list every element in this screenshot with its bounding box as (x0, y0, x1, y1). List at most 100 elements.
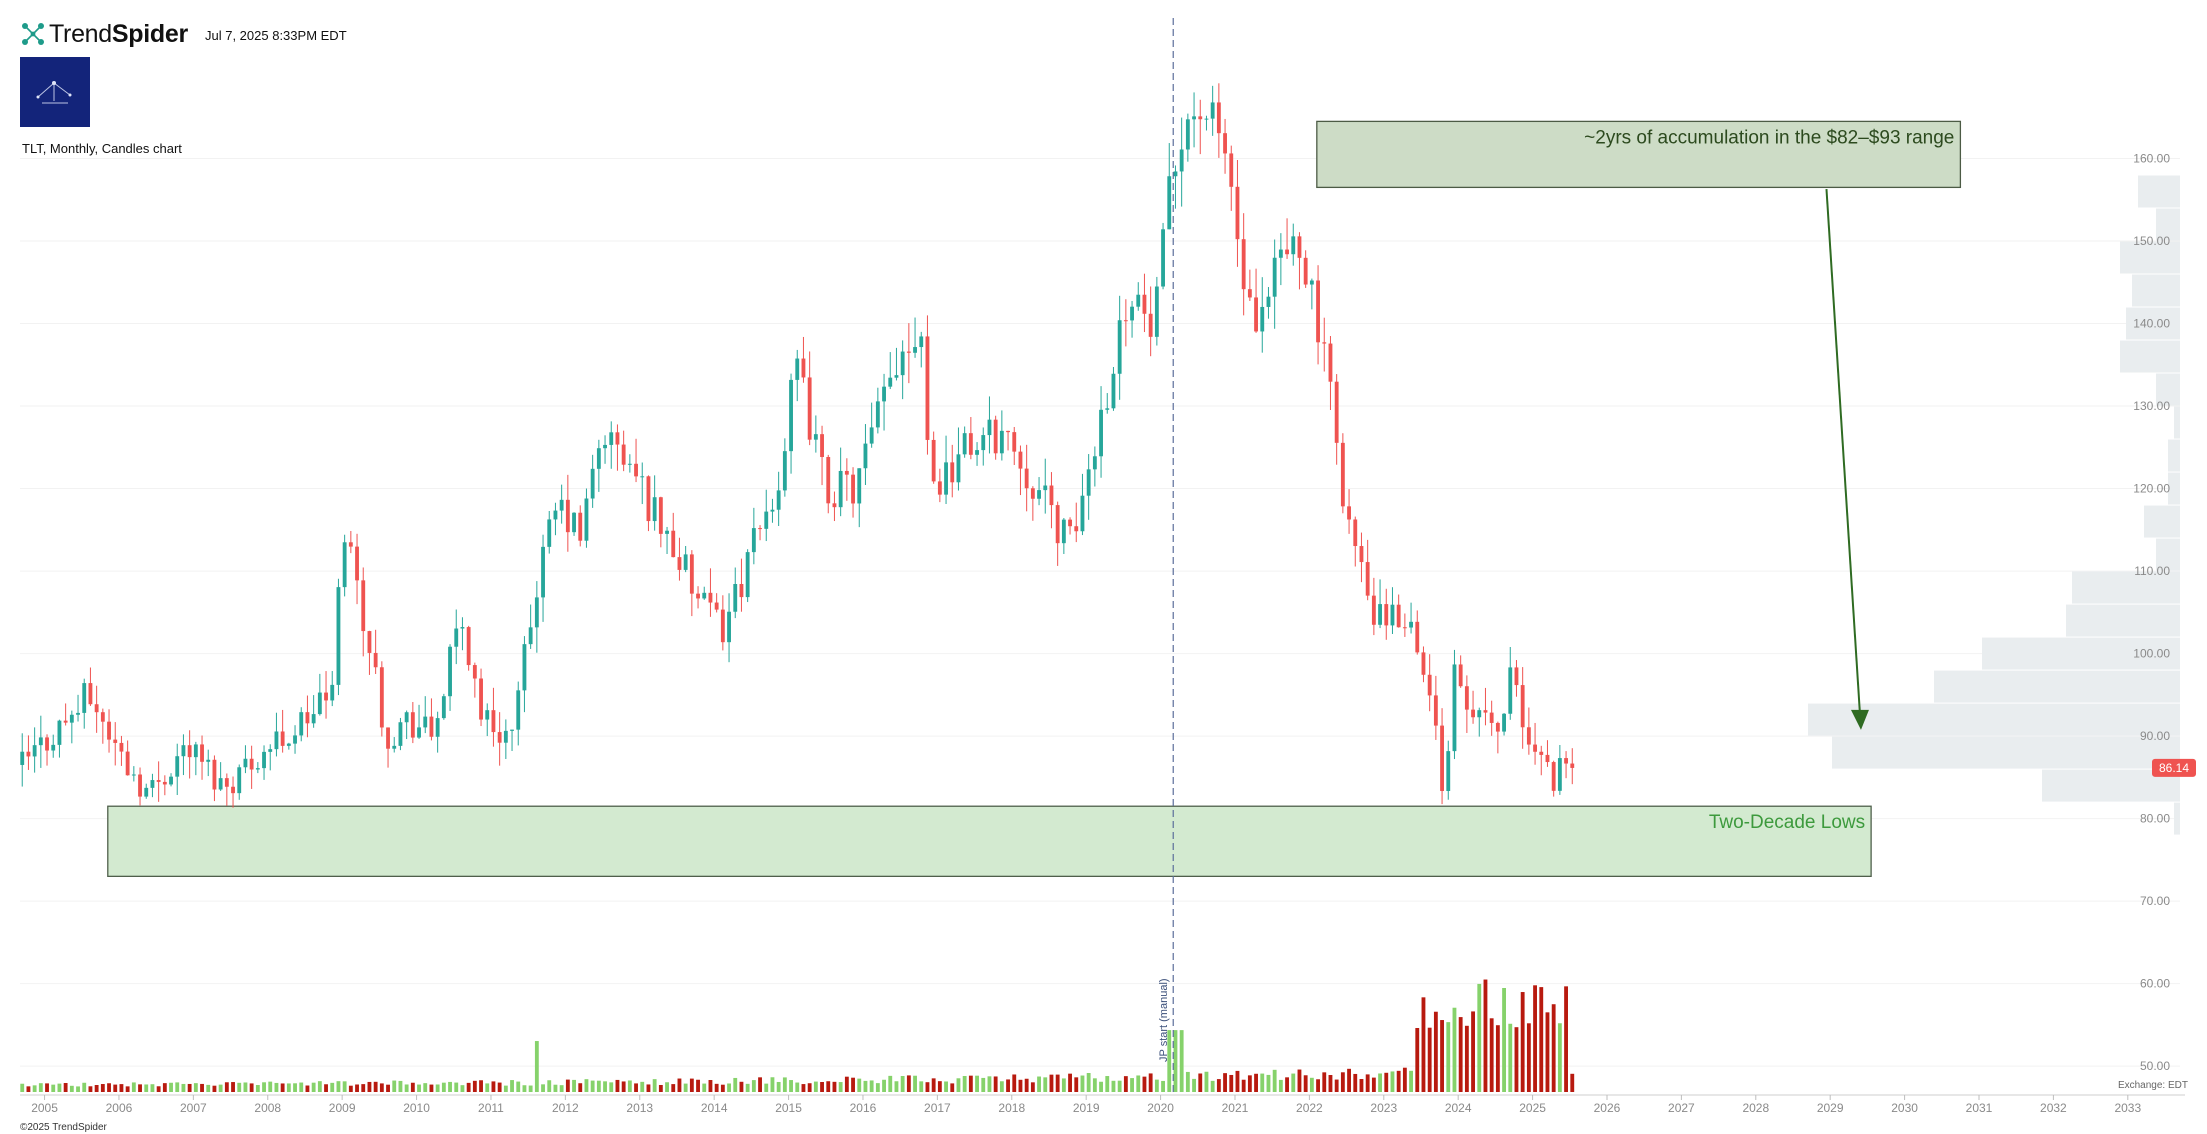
two-decade-lows-box[interactable] (107, 805, 1872, 877)
volume-bar (999, 1081, 1004, 1092)
candle-body (565, 499, 570, 533)
candle-body (1173, 171, 1178, 177)
volume-bar (975, 1075, 979, 1092)
volume-bar (200, 1083, 204, 1092)
accumulation-arrow-line (1825, 188, 1861, 714)
candle-body (324, 692, 328, 701)
volume-bar (1024, 1078, 1029, 1092)
volume-bar (107, 1083, 111, 1092)
candle-body (1545, 754, 1550, 763)
candle-body (696, 593, 700, 599)
volume-bar (32, 1085, 37, 1092)
candle-body (683, 554, 688, 570)
candle-body (528, 627, 533, 645)
brand-name[interactable]: TrendSpider (49, 20, 188, 49)
candle-body (646, 476, 651, 522)
volume-bar (1545, 1012, 1550, 1092)
candle-body (875, 401, 880, 428)
time-tick-label: 2009 (329, 1101, 356, 1115)
candle-body (113, 739, 118, 743)
candle-body (1192, 116, 1196, 120)
volume-bar (1409, 1070, 1413, 1092)
candle-body (1024, 468, 1029, 489)
volume-bar (578, 1083, 583, 1092)
volume-bar (1043, 1077, 1048, 1092)
volume-bar (38, 1083, 43, 1092)
brand-name-light: Trend (49, 20, 112, 48)
time-tick-label: 2013 (626, 1101, 653, 1115)
candle-body (826, 457, 831, 504)
candle-body (348, 542, 353, 547)
candle-body (832, 503, 837, 508)
candle-body (76, 712, 80, 715)
time-tick-label: 2016 (850, 1101, 877, 1115)
volume-bar (1049, 1074, 1054, 1092)
candle-body (516, 690, 521, 730)
time-axis[interactable]: 2005 2006 2007 2008 2009 2010 2011 2012 2013 2014… (20, 1094, 2185, 1115)
volume-bar (1347, 1068, 1351, 1092)
candle-body (689, 554, 694, 594)
volume-bar (113, 1084, 118, 1092)
price-tick-label: 160.00 (2133, 152, 2170, 166)
volume-bar (727, 1083, 731, 1092)
vertical-marker[interactable]: JP start (manual) (1158, 18, 1174, 1093)
volume-bar (243, 1082, 248, 1092)
volume-bar (987, 1076, 992, 1092)
volume-bar (906, 1075, 911, 1092)
volume-bar (1539, 987, 1544, 1092)
volume-bar (857, 1078, 862, 1092)
candle-body (956, 454, 961, 483)
volume-bar (770, 1077, 775, 1092)
volume-bar (175, 1082, 180, 1092)
price-grid (20, 158, 2180, 1067)
volume-bar (361, 1084, 366, 1092)
candle-body (1241, 239, 1246, 290)
candle-body (596, 448, 601, 469)
accumulation-annotation[interactable]: ~2yrs of accumulation in the $82–$93 ran… (1316, 120, 1962, 730)
time-tick-label: 2007 (180, 1101, 207, 1115)
volume-profile-bin (1934, 670, 2180, 703)
two-decade-lows-zone[interactable]: Two-Decade Lows (107, 805, 1872, 877)
time-tick-label: 2032 (2040, 1101, 2067, 1115)
volume-bar (1055, 1074, 1060, 1092)
volume-bar (1471, 1011, 1475, 1092)
time-tick-label: 2014 (701, 1101, 728, 1115)
volume-profile-bin (2156, 373, 2180, 406)
accumulation-box[interactable] (1316, 120, 1962, 189)
volume-bar (888, 1075, 893, 1092)
candle-body (950, 462, 955, 483)
candle-body (1328, 343, 1333, 382)
volume-bar (206, 1084, 211, 1092)
volume-bar (820, 1082, 824, 1092)
volume-bar (1192, 1078, 1196, 1092)
time-tick-label: 2023 (1370, 1101, 1397, 1115)
volume-bar (851, 1077, 855, 1092)
candle-body (894, 375, 899, 378)
volume-bar (683, 1083, 688, 1092)
candle-body (658, 497, 663, 534)
candle-body (1037, 490, 1041, 499)
volume-profile-bin (1832, 736, 2180, 769)
volume-bar (1316, 1079, 1320, 1092)
candle-body (224, 778, 229, 787)
time-tick-label: 2024 (1445, 1101, 1472, 1115)
candle-body (268, 749, 273, 752)
time-tick-label: 2021 (1222, 1101, 1249, 1115)
candle-body (739, 584, 744, 598)
candle-body (1489, 712, 1494, 723)
price-axis[interactable]: 50.00 60.00 70.00 80.00 90.00 100.00 110.00 120… (2133, 152, 2170, 1074)
candle-body (782, 451, 787, 491)
candle-body (572, 512, 576, 533)
candle-body (1223, 133, 1227, 154)
price-tick-label: 60.00 (2140, 977, 2170, 991)
candle-body (770, 509, 775, 512)
time-tick-label: 2008 (254, 1101, 281, 1115)
volume-bar (131, 1082, 136, 1092)
candle-body (88, 683, 93, 705)
volume-bar (826, 1081, 831, 1092)
candle-body (1452, 664, 1457, 752)
volume-bar (1526, 1023, 1531, 1092)
volume-bar (45, 1083, 49, 1092)
candle-body (925, 336, 930, 440)
